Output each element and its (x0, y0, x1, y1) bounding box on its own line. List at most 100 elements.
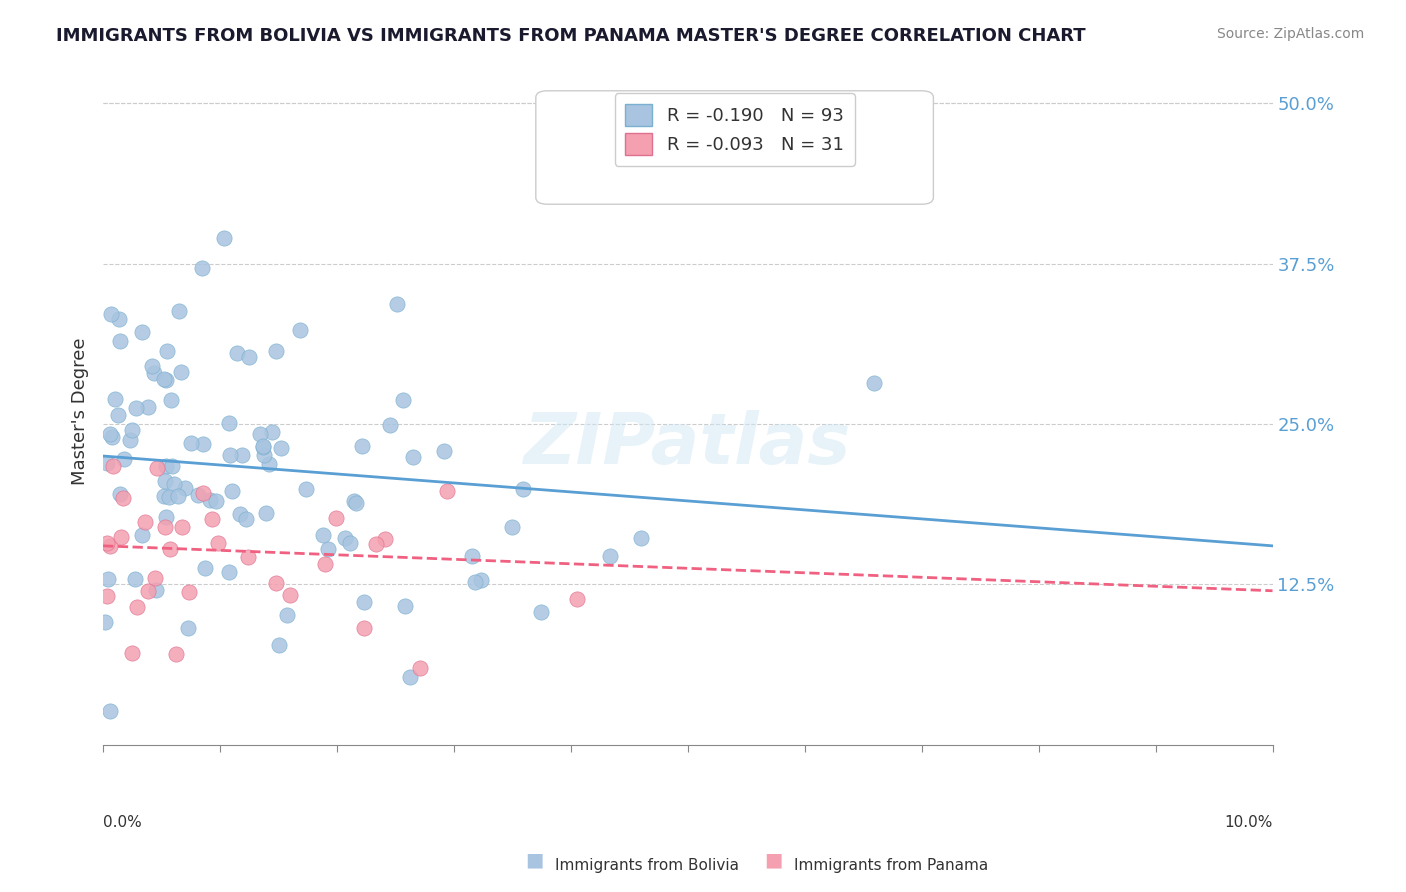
Point (353, 594, 375, 608)
Point (167, 303, 190, 318)
Point (269, 639, 291, 653)
Point (166, 489, 188, 503)
Point (409, 661, 432, 675)
Point (98, 427, 121, 442)
Point (378, 417, 401, 432)
Point (218, 448, 240, 462)
Point (136, 400, 159, 414)
Point (218, 565, 240, 579)
Point (353, 621, 375, 635)
Point (278, 588, 301, 602)
Point (385, 297, 408, 311)
Point (155, 510, 177, 524)
Point (252, 440, 274, 454)
Point (259, 457, 281, 471)
Point (254, 506, 277, 520)
Point (314, 558, 336, 572)
Point (238, 350, 260, 364)
Point (162, 476, 184, 491)
Point (165, 647, 187, 661)
Point (374, 532, 396, 546)
Point (118, 433, 141, 447)
Point (392, 392, 415, 407)
Point (155, 458, 177, 473)
Point (194, 561, 217, 575)
Point (249, 426, 271, 441)
Point (252, 438, 274, 452)
Point (226, 346, 249, 360)
Point (111, 491, 134, 506)
Text: Source: ZipAtlas.com: Source: ZipAtlas.com (1216, 27, 1364, 41)
Point (108, 487, 131, 501)
Point (152, 489, 174, 503)
Point (470, 573, 492, 587)
Point (108, 311, 131, 326)
Point (266, 576, 288, 591)
Point (264, 344, 287, 359)
Point (143, 572, 166, 586)
Point (238, 549, 260, 564)
Point (862, 376, 884, 390)
Text: 0.0%: 0.0% (103, 815, 142, 830)
Point (134, 515, 156, 529)
Point (235, 512, 257, 526)
Point (145, 583, 167, 598)
Point (142, 367, 165, 381)
Point (221, 484, 243, 499)
FancyBboxPatch shape (536, 91, 934, 204)
Legend: R = -0.190   N = 93, R = -0.093   N = 31: R = -0.190 N = 93, R = -0.093 N = 31 (614, 93, 855, 166)
Point (288, 323, 311, 337)
Point (101, 459, 124, 474)
Point (124, 573, 146, 587)
Point (131, 528, 153, 542)
Point (512, 482, 534, 496)
Y-axis label: Master's Degree: Master's Degree (72, 337, 89, 485)
Point (253, 449, 276, 463)
Point (187, 488, 209, 502)
Point (325, 511, 347, 525)
Point (153, 520, 176, 534)
Point (312, 528, 335, 542)
Point (364, 537, 387, 551)
Point (159, 490, 181, 504)
Point (394, 599, 416, 613)
Point (104, 392, 127, 406)
Point (190, 260, 212, 275)
Point (260, 425, 283, 439)
Point (205, 493, 228, 508)
Point (630, 531, 652, 545)
Point (316, 542, 339, 557)
Point (501, 520, 523, 534)
Point (125, 599, 148, 614)
Point (141, 359, 163, 373)
Point (169, 365, 191, 379)
Point (180, 436, 202, 450)
Point (436, 483, 458, 498)
Point (100, 429, 122, 443)
Point (530, 605, 553, 619)
Point (100, 307, 122, 321)
Point (96, 536, 118, 550)
Point (177, 621, 200, 635)
Text: ■: ■ (763, 850, 783, 869)
Point (401, 450, 423, 464)
Point (270, 441, 292, 455)
Point (433, 444, 456, 458)
Point (191, 437, 214, 451)
Point (218, 416, 240, 430)
Point (200, 512, 222, 526)
Point (110, 334, 132, 349)
Point (96, 456, 118, 470)
Point (461, 549, 484, 564)
Point (212, 231, 235, 245)
Point (110, 530, 132, 544)
Point (107, 409, 129, 423)
Text: Immigrants from Bolivia: Immigrants from Bolivia (555, 858, 740, 872)
Text: IMMIGRANTS FROM BOLIVIA VS IMMIGRANTS FROM PANAMA MASTER'S DEGREE CORRELATION CH: IMMIGRANTS FROM BOLIVIA VS IMMIGRANTS FR… (56, 27, 1085, 45)
Point (96, 589, 118, 603)
Point (136, 584, 159, 599)
Point (98, 539, 121, 553)
Point (159, 542, 181, 557)
Point (399, 670, 422, 684)
Point (98, 704, 121, 718)
